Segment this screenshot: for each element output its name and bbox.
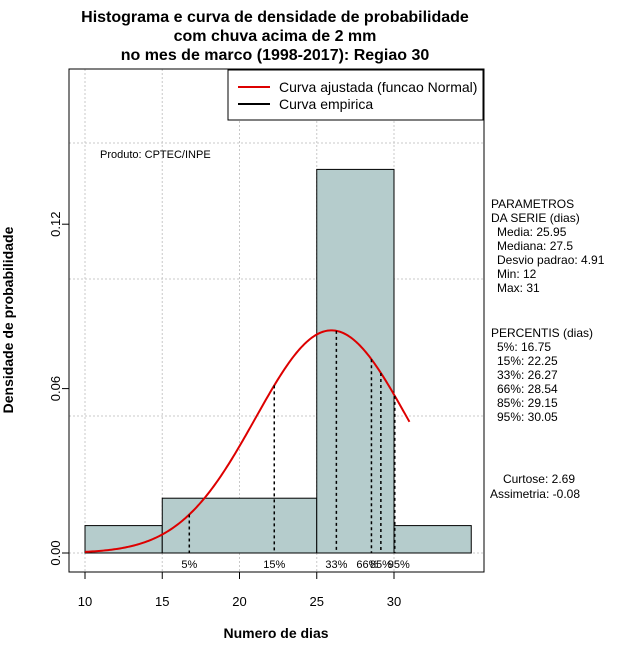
x-tick-label: 30: [387, 594, 401, 609]
histogram-bars: [84, 168, 472, 554]
percentile-label: 15%: [263, 559, 285, 571]
percentis-line: 85%: 29.15: [497, 396, 558, 410]
percentile-label: 5%: [181, 559, 197, 571]
title-line-2: com chuva acima de 2 mm: [174, 28, 377, 45]
stats-line: Assimetria: -0.08: [490, 487, 580, 501]
parametros-line: Max: 31: [497, 281, 540, 295]
percentile-lines: 5% 15% 33% 66%85%95%: [181, 330, 410, 571]
title-line-3: no mes de marco (1998-2017): Regiao 30: [121, 47, 430, 64]
percentile-label: 33%: [325, 559, 347, 571]
percentis-line: PERCENTIS (dias): [491, 326, 593, 340]
percentile-label: 85%: [370, 559, 392, 571]
x-tick-label: 20: [232, 594, 246, 609]
stats-line: Curtose: 2.69: [503, 472, 575, 486]
legend-box: [227, 69, 484, 121]
percentis-line: 15%: 22.25: [497, 354, 558, 368]
y-tick-label: 0.00: [48, 540, 63, 565]
legend-label-empirical: Curva empirica: [279, 96, 373, 112]
x-tick-label: 25: [310, 594, 324, 609]
parametros-line: Media: 25.95: [497, 225, 567, 239]
histogram-bar: [393, 525, 472, 554]
axes: 0.00 0.06 0.12 10 15 20 25 30: [48, 212, 401, 609]
x-tick-label: 15: [155, 594, 169, 609]
parametros-line: PARAMETROS: [491, 197, 574, 211]
parametros-panel: PARAMETROS DA SERIE (dias) Media: 25.95 …: [491, 197, 605, 295]
percentis-line: 5%: 16.75: [497, 340, 551, 354]
parametros-line: Mediana: 27.5: [497, 239, 573, 253]
legend: Curva ajustada (funcao Normal) Curva emp…: [227, 69, 484, 121]
parametros-line: DA SERIE (dias): [491, 211, 580, 225]
parametros-line: Desvio padrao: 4.91: [497, 253, 605, 267]
percentis-line: 95%: 30.05: [497, 410, 558, 424]
y-axis-label: Densidade de probabilidade: [0, 226, 16, 413]
stats-panel: Curtose: 2.69 Assimetria: -0.08: [490, 472, 580, 501]
x-tick-label: 10: [78, 594, 92, 609]
normal-curve-layer: [84, 329, 411, 553]
percentis-line: 66%: 28.54: [497, 382, 558, 396]
chart-title: Histograma e curva de densidade de proba…: [81, 9, 469, 64]
plot-frame: [68, 68, 485, 573]
percentile-label: 95%: [388, 559, 410, 571]
normal-fit-curve: [84, 329, 411, 553]
histogram-bar: [161, 497, 318, 554]
legend-label-normal: Curva ajustada (funcao Normal): [279, 79, 477, 95]
percentis-panel: PERCENTIS (dias) 5%: 16.75 15%: 22.25 33…: [491, 326, 593, 424]
product-annotation: Produto: CPTEC/INPE: [100, 149, 211, 161]
histogram-bar: [316, 168, 395, 554]
parametros-line: Min: 12: [497, 267, 537, 281]
y-tick-label: 0.12: [48, 212, 63, 237]
grid-lines: [69, 69, 484, 572]
percentile-label: 66%: [356, 559, 378, 571]
percentis-line: 33%: 26.27: [497, 368, 558, 382]
x-axis-label: Numero de dias: [223, 625, 328, 641]
title-line-1: Histograma e curva de densidade de proba…: [81, 9, 469, 26]
y-tick-label: 0.06: [48, 376, 63, 401]
